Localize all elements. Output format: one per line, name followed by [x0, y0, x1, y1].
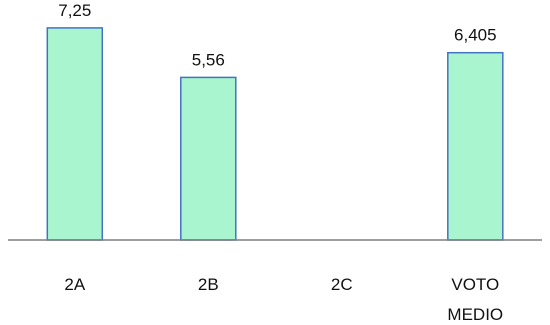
tick-label-2c: 2C	[331, 275, 353, 294]
bar-voto-medio	[447, 51, 504, 241]
tick-label-voto-medio: VOTO MEDIO	[447, 275, 503, 324]
tick-label-2a: 2A	[64, 275, 85, 294]
bar-2a	[46, 27, 104, 241]
value-label-2a: 7,25	[58, 1, 91, 20]
tick-label-2b: 2B	[198, 275, 219, 294]
bars-layer	[46, 27, 504, 241]
value-labels-layer: 7,25 5,56 6,405	[58, 1, 496, 70]
value-label-voto-medio: 6,405	[454, 26, 497, 45]
tick-labels-layer: 2A 2B 2C VOTO MEDIO	[64, 275, 503, 324]
value-label-2b: 5,56	[192, 50, 225, 69]
bar-2b	[180, 76, 237, 241]
